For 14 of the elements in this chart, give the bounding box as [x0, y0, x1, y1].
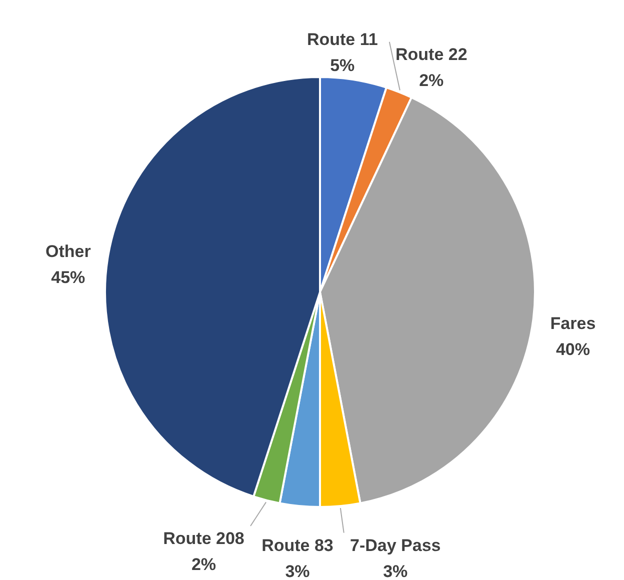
data-label: 3% [383, 562, 408, 580]
slice-label: Route 22 [395, 44, 468, 64]
slice-label: Fares [550, 314, 596, 333]
slice-label: Route 83 [262, 536, 334, 555]
data-label: 5% [330, 56, 355, 76]
data-label: 2% [191, 554, 216, 574]
data-label: 2% [419, 70, 444, 90]
data-label: 40% [556, 340, 590, 359]
data-label: 3% [285, 562, 310, 580]
slice-label: Route 208 [163, 528, 244, 548]
slice-label: Other [45, 242, 92, 262]
data-label: 45% [51, 268, 86, 288]
slice-label: 7-Day Pass [350, 536, 441, 555]
slice-label: Route 11 [306, 30, 378, 50]
